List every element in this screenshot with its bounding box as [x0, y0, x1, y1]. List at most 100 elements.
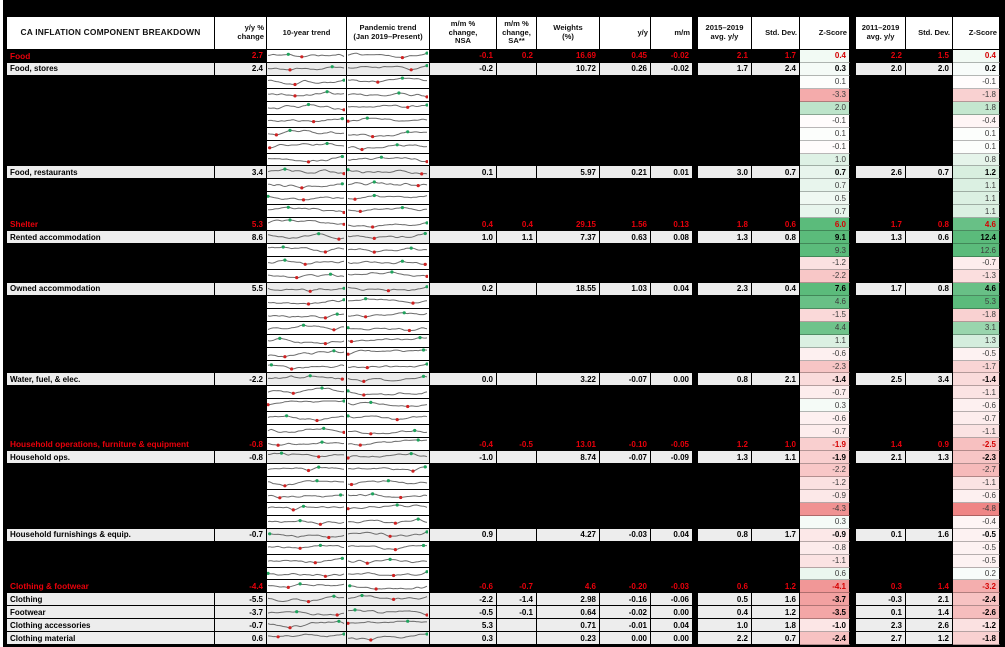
- z-score-1-cell: 4.4: [800, 321, 850, 335]
- z-score-1-cell: -4.3: [800, 502, 850, 516]
- max-dot: [400, 76, 404, 80]
- avg-2015-2019-cell: 1.7: [698, 62, 752, 76]
- group-separator: [850, 464, 856, 477]
- yy-change-cell: 2.7: [215, 50, 267, 63]
- avg-2011-2019-cell: [856, 257, 906, 270]
- mm-nsa-cell: [430, 269, 497, 283]
- sparkline-10yr-cell: [267, 502, 347, 516]
- group-separator: [850, 114, 856, 128]
- avg-2015-2019-cell: [698, 412, 752, 426]
- z-score-2-cell: -2.5: [953, 438, 1000, 452]
- yy-cell: [600, 334, 651, 348]
- table-row: -1.1 -0.5: [7, 554, 1000, 568]
- yy-cell: [600, 179, 651, 193]
- table-row: 1.0 0.8: [7, 153, 1000, 167]
- table-row: 0.7 1.1: [7, 205, 1000, 219]
- mm-cell: 0.00: [651, 606, 693, 620]
- sparkline: [267, 89, 345, 98]
- std-dev-1-cell: [752, 554, 800, 568]
- yy-cell: [600, 554, 651, 568]
- mm-nsa-cell: 0.1: [430, 166, 497, 180]
- std-dev-1-cell: [752, 489, 800, 503]
- component-label: Household operations, furniture & equipm…: [7, 438, 215, 452]
- sparkline-10yr-cell: [267, 218, 347, 232]
- z-score-2-cell: -0.5: [953, 541, 1000, 555]
- group-separator: [850, 580, 856, 594]
- sparkline-pandemic-cell: [347, 334, 430, 348]
- mm-sa-cell: [497, 373, 537, 387]
- z-score-2-cell: -0.1: [953, 75, 1000, 89]
- min-dot: [371, 134, 375, 138]
- mm-nsa-cell: [430, 257, 497, 270]
- group-separator: [693, 593, 698, 607]
- yy-cell: [600, 502, 651, 516]
- redacted-label-cell: [7, 153, 215, 167]
- weights-cell: [537, 347, 600, 361]
- avg-2011-2019-cell: 2.6: [856, 166, 906, 180]
- yy-change-cell: [215, 140, 267, 154]
- mm-sa-cell: [497, 425, 537, 439]
- max-dot: [342, 286, 345, 290]
- yy-change-cell: [215, 334, 267, 348]
- sparkline: [347, 296, 428, 305]
- mm-cell: [651, 347, 693, 361]
- std-dev-2-cell: [906, 244, 953, 257]
- mm-nsa-cell: -1.0: [430, 451, 497, 464]
- group-separator: [693, 62, 698, 76]
- min-dot: [347, 352, 350, 356]
- z-score-2-cell: -0.7: [953, 257, 1000, 270]
- group-separator: [850, 295, 856, 309]
- sparkline-pandemic-cell: [347, 464, 430, 477]
- z-score-2-cell: -1.1: [953, 476, 1000, 490]
- table-row: 2.0 1.8: [7, 101, 1000, 115]
- z-score-2-cell: 4.6: [953, 282, 1000, 296]
- group-separator: [693, 360, 698, 374]
- yy-cell: [600, 295, 651, 309]
- min-dot: [372, 250, 376, 254]
- avg-2011-2019-cell: [856, 140, 906, 154]
- mm-nsa-cell: 0.4: [430, 218, 497, 232]
- std-dev-2-cell: [906, 140, 953, 154]
- std-dev-2-cell: 1.5: [906, 50, 953, 63]
- max-dot: [425, 51, 428, 55]
- std-dev-1-cell: 0.6: [752, 218, 800, 232]
- z-score-2-cell: 1.3: [953, 334, 1000, 348]
- group-separator: [693, 386, 698, 400]
- std-dev-1-cell: [752, 75, 800, 89]
- redacted-label-cell: [7, 205, 215, 219]
- redacted-label-cell: [7, 347, 215, 361]
- group-separator: [850, 373, 856, 387]
- z-score-1-cell: 0.4: [800, 50, 850, 63]
- min-dot: [353, 197, 357, 202]
- group-separator: [850, 360, 856, 374]
- mm-cell: [651, 334, 693, 348]
- min-dot: [425, 274, 428, 278]
- group-separator: [850, 606, 856, 620]
- min-dot: [369, 432, 373, 436]
- avg-2011-2019-cell: [856, 295, 906, 309]
- component-label: Shelter: [7, 218, 215, 232]
- sparkline-10yr-cell: [267, 412, 347, 426]
- sparkline-10yr-cell: [267, 101, 347, 115]
- mm-sa-cell: [497, 127, 537, 141]
- min-dot: [323, 574, 327, 578]
- max-dot: [268, 531, 272, 536]
- sparkline: [347, 492, 428, 499]
- mm-cell: 0.01: [651, 166, 693, 180]
- group-separator: [850, 593, 856, 607]
- z-score-2-cell: 12.6: [953, 244, 1000, 257]
- z-score-2-cell: -1.8: [953, 632, 1000, 646]
- z-score-2-cell: -2.4: [953, 593, 1000, 607]
- mm-nsa-cell: [430, 114, 497, 128]
- sparkline-10yr-cell: [267, 166, 347, 180]
- avg-2011-2019-cell: 1.3: [856, 231, 906, 245]
- yy-change-cell: -0.8: [215, 451, 267, 464]
- std-dev-1-cell: [752, 308, 800, 322]
- group-separator: [693, 528, 698, 542]
- min-dot: [369, 638, 373, 642]
- z-score-2-cell: -3.2: [953, 580, 1000, 594]
- mm-nsa-cell: [430, 554, 497, 568]
- std-dev-1-cell: [752, 101, 800, 115]
- group-separator: [693, 16, 698, 50]
- std-dev-2-cell: 3.4: [906, 373, 953, 387]
